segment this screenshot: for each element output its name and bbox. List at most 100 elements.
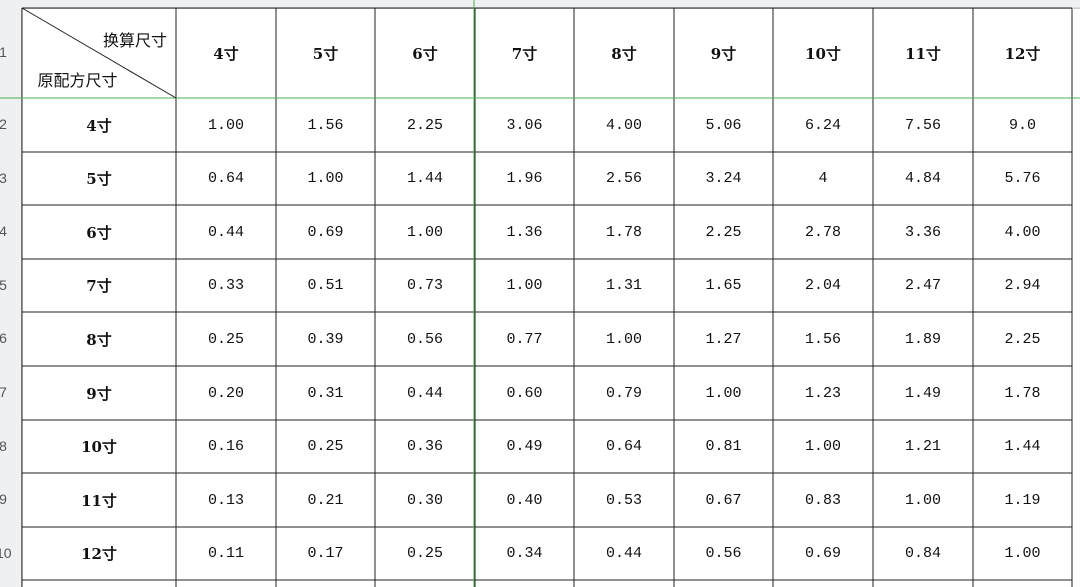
value-cell: 1.65 [705, 277, 742, 294]
column-header: 7寸 [511, 44, 538, 63]
value-cell: 0.83 [804, 491, 841, 509]
value-cell: 0.77 [506, 330, 543, 348]
row-header: 12寸 [81, 545, 117, 563]
value-cell: 0.69 [307, 223, 344, 241]
value-cell: 4 [818, 170, 828, 187]
row-header: 6寸 [86, 223, 112, 242]
value-cell: 0.60 [506, 384, 543, 402]
value-cell: 1.56 [804, 330, 841, 348]
value-cell: 2.25 [705, 223, 742, 241]
value-cell: 0.53 [605, 491, 642, 509]
row-header: 10寸 [81, 438, 117, 456]
value-cell: 0.44 [207, 223, 244, 241]
value-cell: 0.30 [406, 491, 443, 509]
value-cell: 1.27 [705, 330, 742, 348]
row-header: 8寸 [86, 330, 112, 349]
value-cell: 0.11 [207, 545, 244, 562]
value-cell: 2.04 [804, 277, 841, 294]
column-header: 10寸 [805, 44, 841, 63]
row-number: 1 [0, 44, 7, 60]
value-cell: 3.06 [506, 116, 543, 134]
value-cell: 0.21 [307, 491, 344, 509]
value-cell: 0.44 [406, 384, 443, 402]
value-cell: 1.00 [904, 491, 941, 509]
value-cell: 2.25 [406, 116, 443, 134]
value-cell: 0.51 [307, 277, 344, 294]
value-cell: 0.25 [307, 438, 344, 455]
value-cell: 3.24 [705, 170, 742, 187]
value-cell: 1.00 [605, 330, 642, 348]
value-cell: 1.19 [1004, 491, 1041, 509]
column-header: 12寸 [1004, 44, 1041, 63]
value-cell: 1.00 [406, 223, 443, 241]
value-cell: 1.00 [1004, 545, 1041, 562]
value-cell: 2.56 [605, 170, 642, 187]
value-cell: 0.69 [804, 545, 841, 562]
value-cell: 1.36 [506, 223, 543, 241]
value-cell: 1.00 [804, 438, 841, 455]
value-cell: 0.44 [605, 545, 642, 562]
value-cell: 4.00 [1004, 223, 1041, 241]
row-number: 6 [0, 330, 7, 346]
value-cell: 2.25 [1004, 330, 1041, 348]
row-number: 7 [0, 384, 7, 400]
value-cell: 5.76 [1004, 170, 1041, 187]
value-cell: 1.96 [506, 170, 543, 187]
value-cell: 1.49 [904, 384, 941, 402]
value-cell: 1.00 [207, 116, 244, 134]
row-number: 9 [0, 491, 7, 507]
value-cell: 0.79 [605, 384, 642, 402]
value-cell: 0.17 [307, 545, 344, 562]
value-cell: 0.64 [605, 438, 642, 455]
value-cell: 1.89 [904, 330, 941, 348]
value-cell: 1.78 [1004, 384, 1041, 402]
row-header: 4寸 [86, 116, 112, 135]
value-cell: 5.06 [705, 116, 742, 134]
corner-top: 换算尺寸 [102, 31, 167, 50]
row-header: 9寸 [86, 384, 112, 403]
value-cell: 1.44 [406, 170, 443, 187]
value-cell: 0.39 [307, 330, 344, 348]
value-cell: 0.33 [207, 277, 244, 294]
row-number: 10 [0, 544, 12, 561]
value-cell: 0.84 [904, 545, 941, 562]
value-cell: 1.21 [904, 438, 941, 455]
value-cell: 1.00 [705, 384, 742, 402]
row-number: 5 [0, 276, 7, 293]
value-cell: 3.36 [904, 223, 941, 241]
value-cell: 0.36 [406, 438, 443, 455]
row-header: 7寸 [86, 277, 112, 295]
value-cell: 0.67 [705, 491, 742, 509]
value-cell: 0.64 [207, 170, 244, 187]
value-cell: 1.78 [605, 223, 642, 241]
value-cell: 7.56 [904, 116, 941, 134]
value-cell: 0.73 [406, 277, 443, 294]
value-cell: 2.78 [804, 223, 841, 241]
value-cell: 6.24 [804, 116, 841, 134]
value-cell: 0.56 [705, 545, 742, 562]
row-number: 8 [0, 437, 7, 454]
column-header: 11寸 [905, 44, 941, 63]
value-cell: 2.47 [904, 277, 941, 294]
value-cell: 0.16 [207, 438, 244, 455]
row-number: 4 [0, 223, 7, 239]
row-number: 2 [0, 116, 7, 132]
column-header: 6寸 [412, 44, 438, 63]
value-cell: 0.20 [207, 384, 244, 402]
value-cell: 2.94 [1004, 277, 1041, 294]
value-cell: 9.0 [1008, 116, 1036, 134]
value-cell: 1.00 [307, 170, 344, 187]
value-cell: 0.81 [705, 438, 742, 455]
value-cell: 0.25 [207, 330, 244, 348]
value-cell: 0.25 [406, 545, 443, 562]
value-cell: 0.40 [506, 491, 543, 509]
value-cell: 1.23 [804, 384, 841, 402]
value-cell: 1.44 [1004, 438, 1041, 455]
row-number: 3 [0, 169, 7, 186]
value-cell: 1.31 [605, 277, 642, 294]
value-cell: 0.49 [506, 438, 543, 455]
value-cell: 1.00 [506, 277, 543, 294]
column-header: 9寸 [710, 44, 737, 63]
value-cell: 0.31 [307, 384, 344, 402]
